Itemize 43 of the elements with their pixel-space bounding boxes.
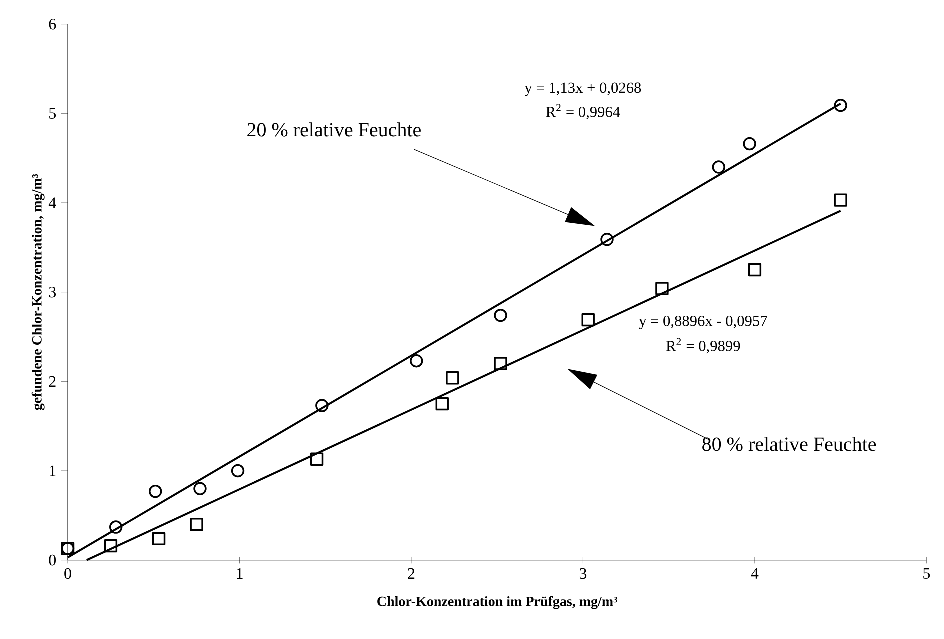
point	[446, 371, 460, 385]
x-tick-label: 4	[751, 568, 759, 579]
y-tick-label: 4	[48, 198, 56, 208]
point	[148, 484, 162, 498]
point	[152, 532, 166, 546]
y-tick-label: 1	[50, 466, 56, 476]
point	[436, 397, 449, 411]
point	[582, 313, 595, 327]
point	[310, 452, 324, 466]
annotation: R$^{2}$ = 0,9964	[546, 104, 620, 120]
point	[712, 160, 726, 174]
point	[316, 399, 329, 412]
point	[194, 482, 207, 496]
point	[494, 357, 508, 370]
annotation: y = 1,13x + 0,0268	[524, 82, 642, 96]
annotation: y = 0,8896x - 0,0957	[639, 316, 768, 330]
point	[109, 520, 123, 534]
y-tick-label: 3	[49, 286, 56, 298]
point	[656, 282, 669, 296]
point	[494, 308, 508, 322]
point	[748, 263, 762, 277]
x-tick-label: 5	[924, 568, 930, 579]
x-axis-title: Chlor-Konzentration im Prüfgas, mg/m³	[378, 596, 618, 610]
annotation: R$^{2}$ = 0,9899	[666, 338, 740, 354]
y-tick-label: 2	[49, 376, 56, 387]
point	[410, 354, 424, 368]
x-tick-label: 0	[64, 568, 72, 580]
y-tick-label: 5	[50, 108, 56, 119]
x-tick-label: 2	[408, 568, 415, 579]
annotation: 80 % relative Feuchte	[702, 437, 876, 452]
x-tick-label: 3	[580, 568, 587, 580]
point	[190, 518, 204, 532]
y-tick-label: 0	[49, 554, 56, 566]
point	[104, 539, 118, 553]
point	[743, 137, 756, 151]
annotation: 20 % relative Feuchte	[248, 122, 421, 137]
point	[231, 464, 245, 478]
y-axis-title: gefundene Chlor-Konzentration, mg/m³	[32, 174, 45, 410]
x-tick-label: 1	[237, 568, 243, 579]
point	[834, 194, 848, 207]
point	[600, 233, 614, 246]
point	[834, 99, 848, 112]
y-tick-label: 6	[49, 18, 56, 30]
